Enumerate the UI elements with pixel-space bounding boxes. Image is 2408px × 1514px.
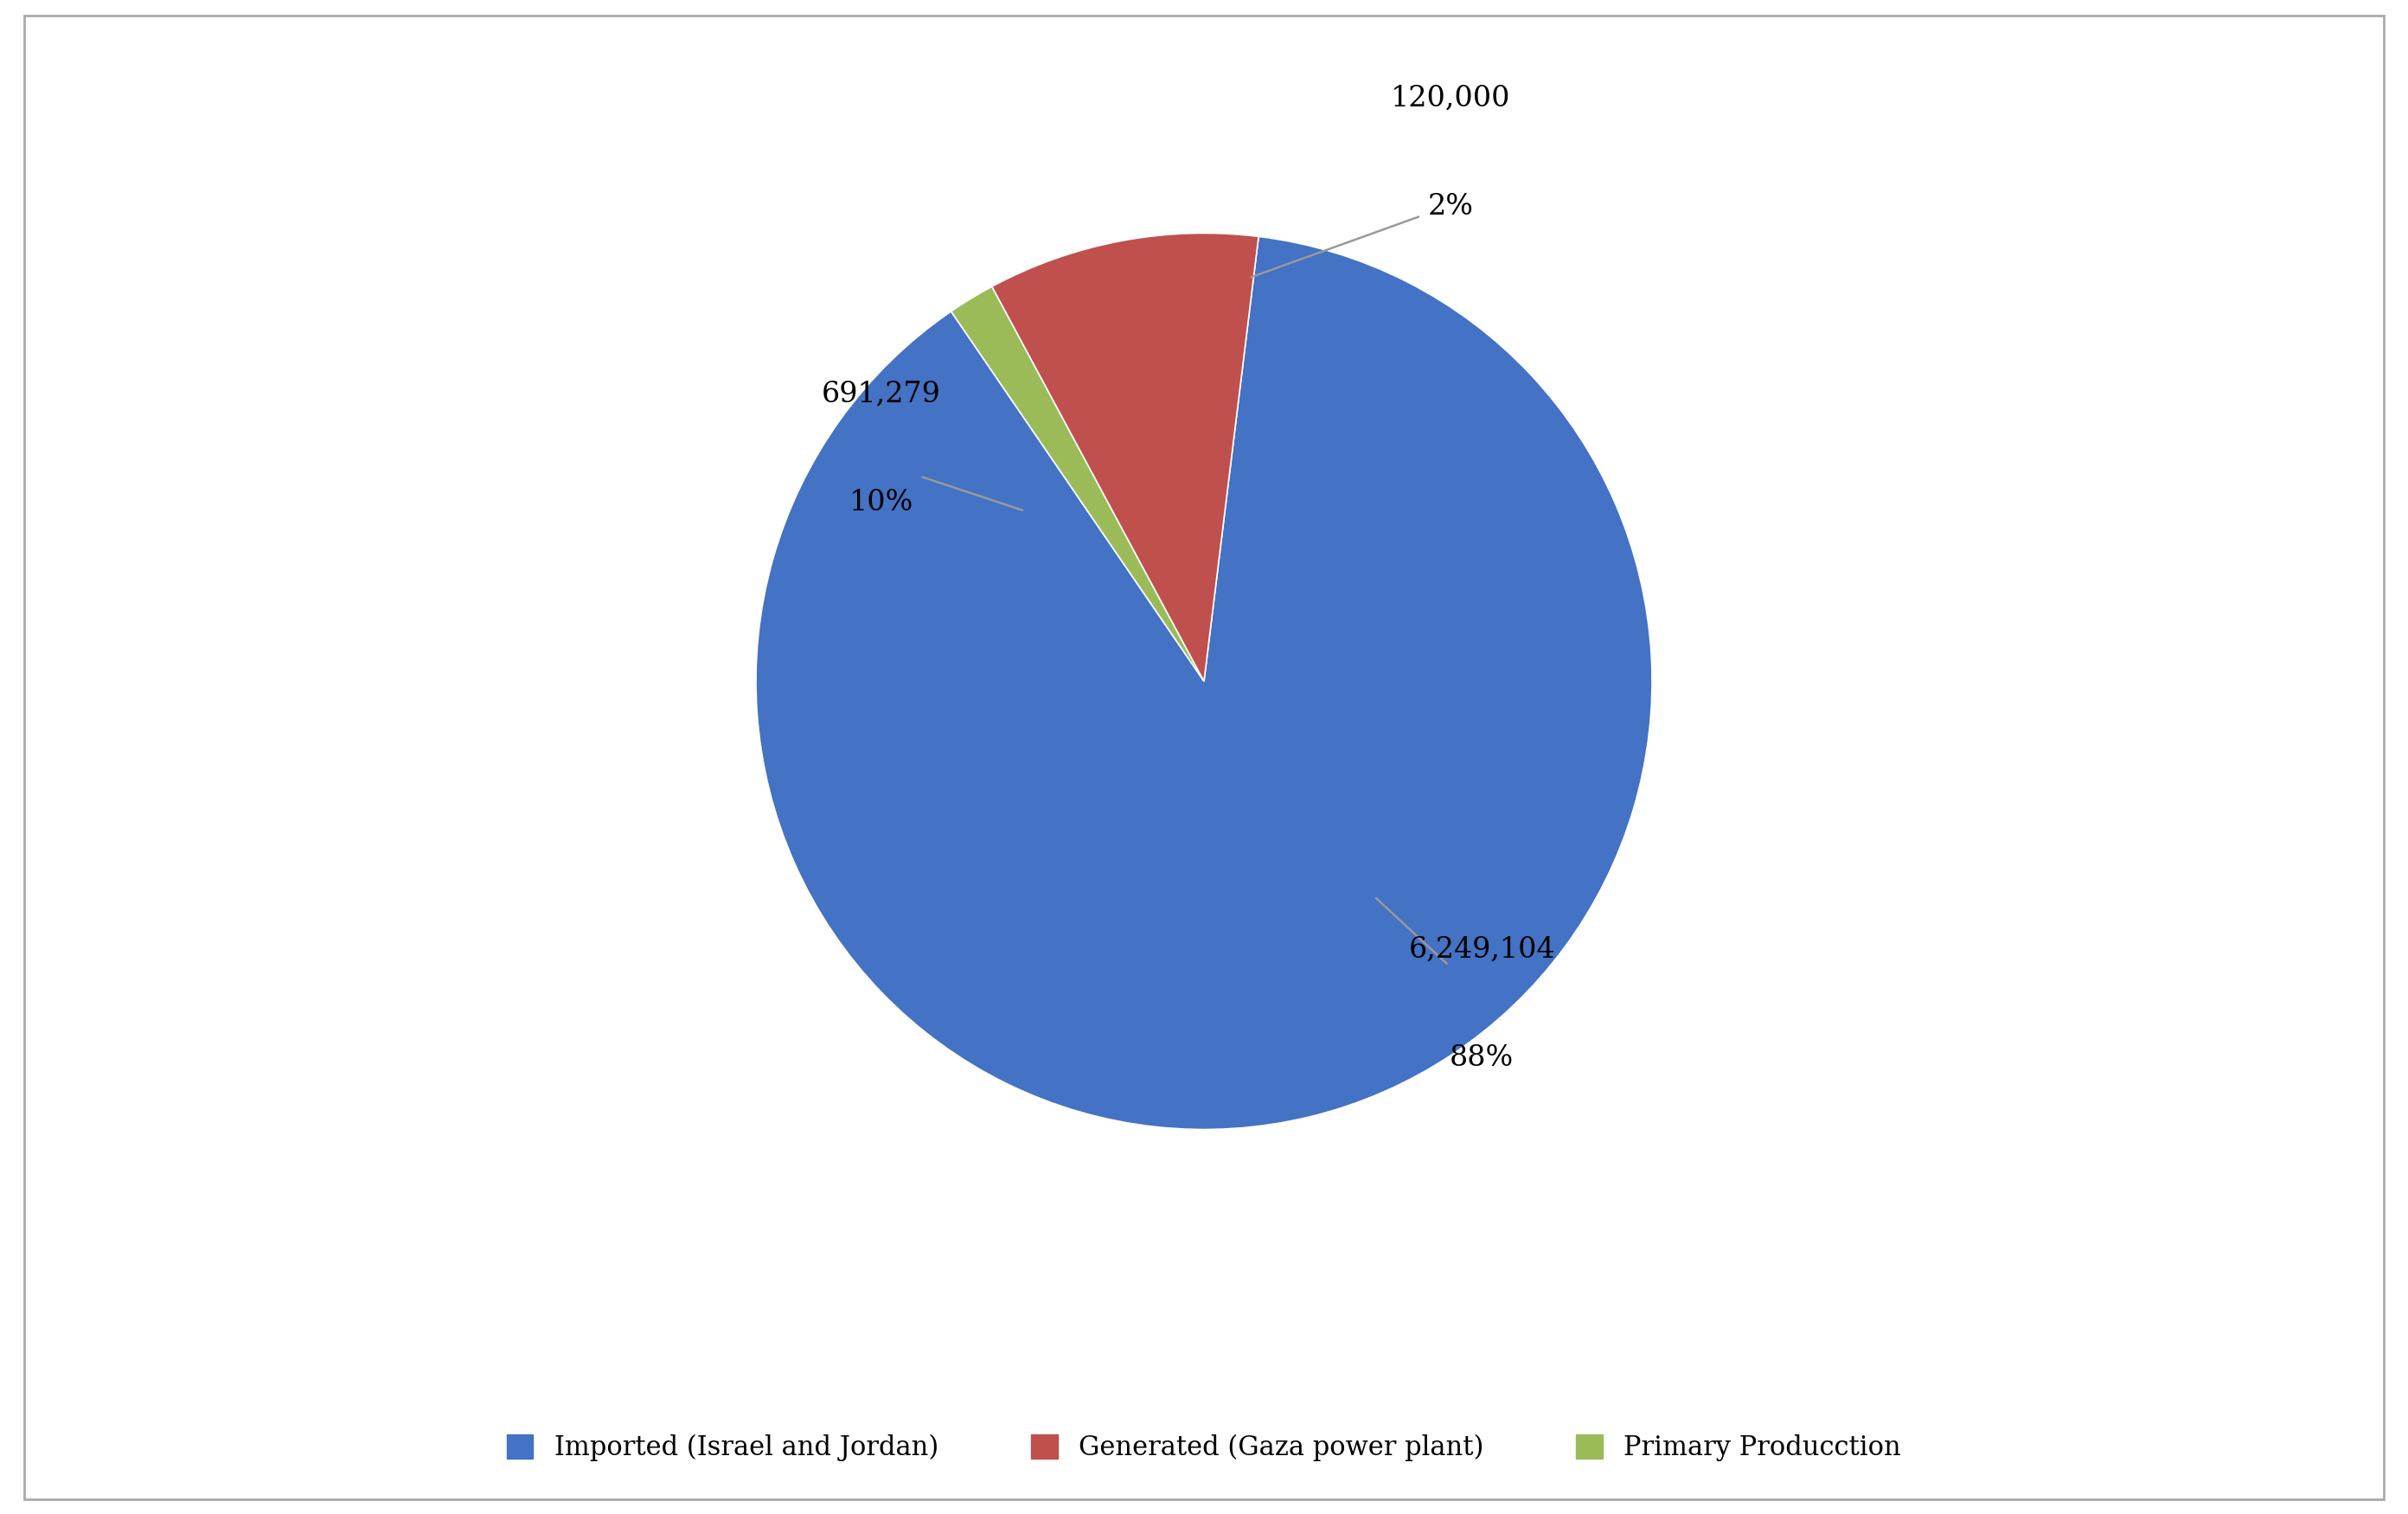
Wedge shape	[951, 286, 1204, 681]
Text: 691,279: 691,279	[821, 380, 942, 407]
Wedge shape	[992, 233, 1259, 681]
Text: 120,000: 120,000	[1389, 85, 1510, 112]
Text: 88%: 88%	[1450, 1045, 1515, 1072]
Text: 2%: 2%	[1428, 192, 1474, 221]
Text: 6,249,104: 6,249,104	[1409, 936, 1556, 963]
Wedge shape	[756, 236, 1652, 1129]
Legend: Imported (Israel and Jordan), Generated (Gaza power plant), Primary Producction: Imported (Israel and Jordan), Generated …	[494, 1422, 1914, 1475]
Text: 10%: 10%	[850, 489, 913, 516]
